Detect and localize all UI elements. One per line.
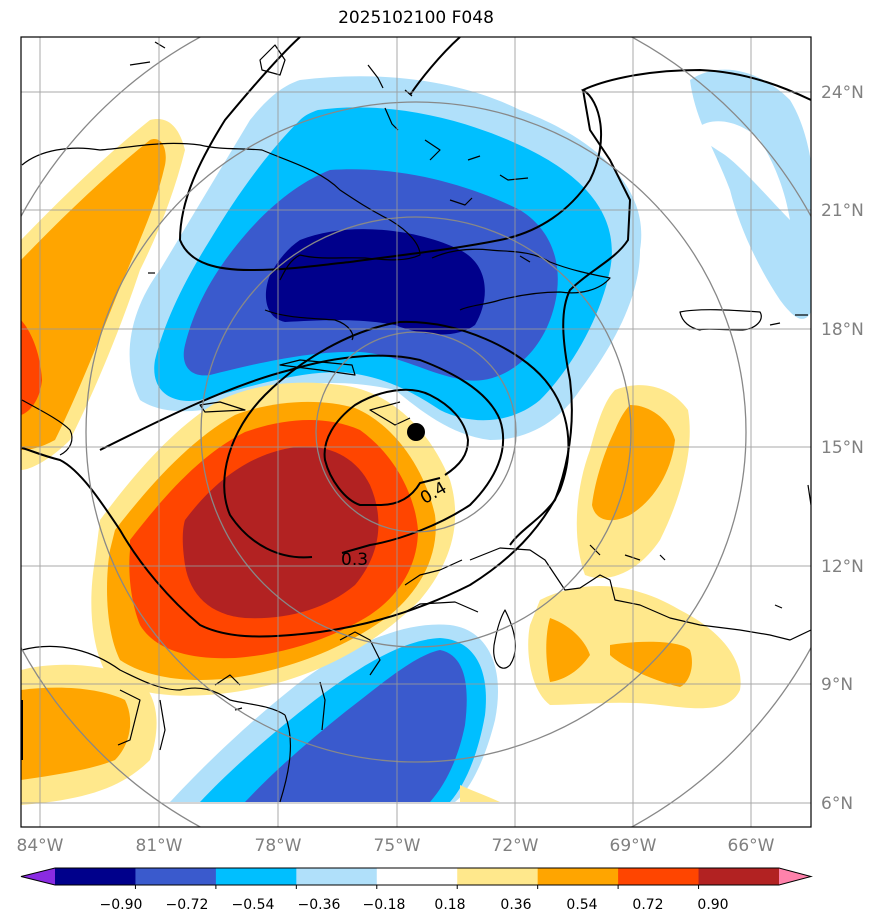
colorbar-cell — [135, 868, 217, 885]
lon-label: 75°W — [374, 836, 421, 856]
colorbar-outline — [20, 867, 813, 886]
contour-label-03: 0.3 — [341, 550, 368, 570]
lon-label: 78°W — [255, 836, 302, 856]
map-title: 2025102100 F048 — [338, 8, 494, 28]
colorbar-ticks — [134, 885, 700, 889]
lat-label: 18°N — [821, 320, 864, 340]
colorbar-tick-labels: −0.90 −0.72 −0.54 −0.36 −0.18 0.18 0.36 … — [100, 897, 729, 913]
lon-label: 69°W — [610, 836, 657, 856]
lat-label: 12°N — [821, 557, 864, 577]
colorbar-tick-label: −0.90 — [100, 897, 143, 913]
colorbar-cell — [296, 868, 378, 885]
longitude-labels: 84°W 81°W 78°W 75°W 72°W 69°W 66°W — [17, 836, 775, 856]
colorbar-tick-label: −0.72 — [166, 897, 209, 913]
colorbar-cell — [55, 868, 136, 885]
graticule — [21, 37, 811, 827]
latitude-labels: 24°N 21°N 18°N 15°N 12°N 9°N 6°N — [821, 83, 864, 814]
colorbar-tick-label: 0.90 — [697, 897, 728, 913]
lat-label: 21°N — [821, 201, 864, 221]
colorbar-tick-label: 0.36 — [500, 897, 531, 913]
lat-label: 9°N — [821, 675, 853, 695]
colorbar-tick-label: 0.54 — [566, 897, 597, 913]
lon-label: 84°W — [17, 836, 64, 856]
colorbar-tick-label: −0.36 — [298, 897, 341, 913]
lon-label: 66°W — [728, 836, 775, 856]
map-area: 0.3 0.4 — [21, 37, 811, 827]
colorbar-extend-min — [21, 868, 55, 885]
lat-label: 6°N — [821, 794, 853, 814]
colorbar-extend-max — [779, 868, 811, 885]
positive-anomaly-center — [91, 382, 456, 696]
lon-label: 81°W — [136, 836, 183, 856]
map-frame — [20, 36, 812, 828]
contour-lines — [21, 37, 811, 760]
colorbar-cell — [376, 868, 458, 885]
colorbar-cell — [698, 868, 780, 885]
lat-label: 15°N — [821, 438, 864, 458]
colorbar-cell — [457, 868, 539, 885]
colorbar: −0.90 −0.72 −0.54 −0.36 −0.18 0.18 0.36 … — [20, 867, 813, 913]
storm-center-marker — [407, 423, 425, 441]
lon-label: 72°W — [492, 836, 539, 856]
colorbar-cell — [537, 868, 619, 885]
colorbar-cell — [215, 868, 297, 885]
negative-anomaly-south — [170, 624, 500, 802]
coastlines — [21, 41, 811, 803]
colorbar-cell — [618, 868, 700, 885]
colorbar-tick-label: −0.54 — [232, 897, 275, 913]
colorbar-tick-label: −0.18 — [363, 897, 406, 913]
colorbar-tick-label: 0.72 — [632, 897, 663, 913]
colorbar-tick-label: 0.18 — [434, 897, 465, 913]
colorbar-cells — [20, 867, 813, 886]
positive-anomaly-west — [21, 119, 185, 470]
range-rings — [21, 37, 811, 827]
lat-label: 24°N — [821, 83, 864, 103]
